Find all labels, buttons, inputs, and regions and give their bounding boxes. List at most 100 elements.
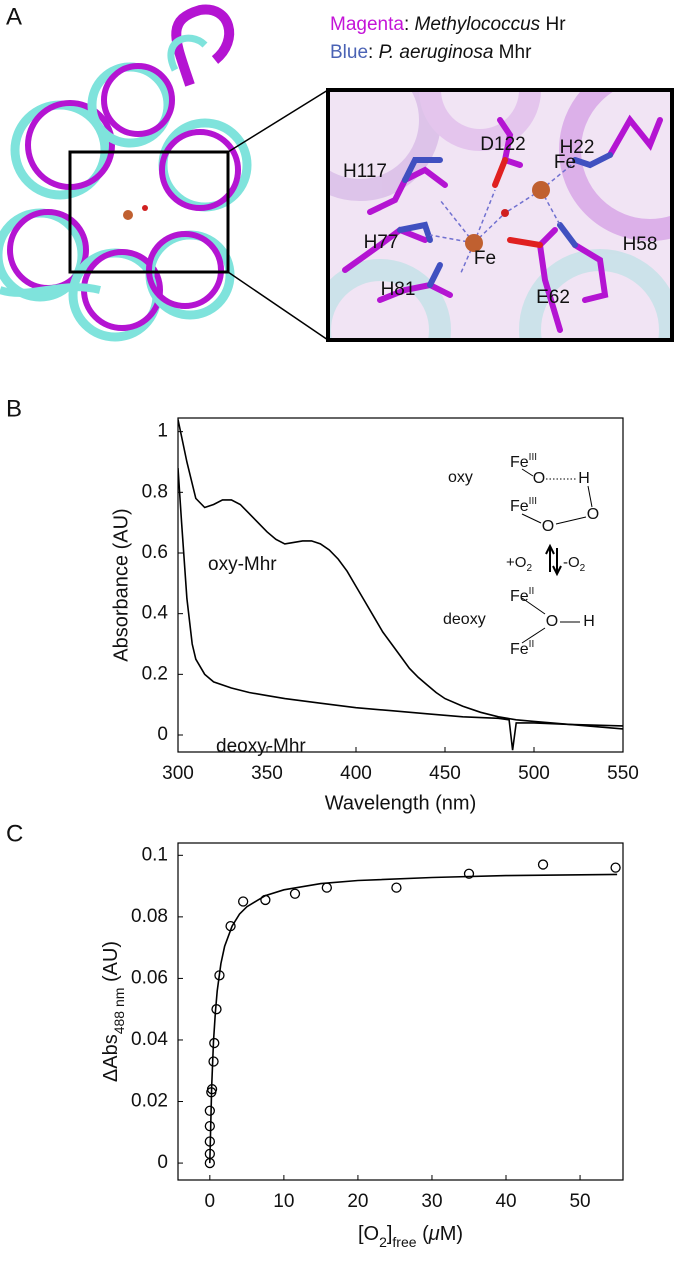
- text-part: 488 nm: [111, 988, 127, 1035]
- residue: [507, 237, 543, 248]
- residue: [572, 152, 613, 169]
- legend-entry: Blue: P. aeruginosa Mhr: [330, 42, 532, 63]
- residue: [342, 226, 428, 273]
- scheme-state: deoxy: [443, 611, 486, 628]
- text-part: ΔAbs: [100, 1034, 122, 1082]
- text-part: III: [529, 496, 537, 507]
- panel-label: C: [6, 820, 23, 847]
- text-part: :: [404, 14, 415, 35]
- data-point: [214, 970, 225, 981]
- plot-area: [178, 419, 623, 751]
- text-part: -O: [563, 554, 580, 571]
- data-point: [289, 888, 301, 899]
- text-part: Fe: [510, 588, 529, 605]
- data-point: [238, 896, 249, 907]
- text-part: II: [529, 586, 535, 597]
- residue: [572, 242, 609, 303]
- text-part: Mhr: [493, 42, 532, 63]
- scheme-arrow-label: +O2: [506, 554, 532, 574]
- text-part: ]: [387, 1223, 393, 1245]
- y-tick-label: 0.4: [142, 603, 169, 624]
- fit-line: [209, 873, 618, 1164]
- text-part: :: [368, 42, 379, 63]
- data-point: [225, 920, 236, 932]
- scheme-atom: FeII: [510, 586, 534, 605]
- scheme-arrow: [545, 543, 562, 577]
- plot-frame: [177, 417, 624, 753]
- helix: [158, 118, 252, 212]
- residue: [397, 221, 433, 243]
- data-point: [537, 859, 549, 870]
- text-part: Fe: [510, 641, 529, 658]
- scheme-atom: H: [578, 470, 590, 487]
- bond: [473, 189, 496, 244]
- text-part: free: [392, 1234, 416, 1250]
- data-point: [208, 1056, 219, 1067]
- panel-label: B: [6, 395, 22, 422]
- text-part: (AU): [100, 941, 122, 988]
- data-point: [610, 862, 621, 873]
- residue: [607, 114, 663, 158]
- data-point: [391, 882, 402, 893]
- residue-label: H58: [623, 234, 658, 255]
- y-tick-label: 0.2: [142, 663, 168, 684]
- iron: [465, 234, 483, 252]
- text-part: Magenta: [330, 14, 404, 35]
- y-axis-label: ΔAbs488 nm (AU): [100, 941, 126, 1082]
- zoom-box: [68, 150, 230, 274]
- y-tick-label: 0.02: [131, 1091, 168, 1112]
- residue: [536, 227, 563, 333]
- helix: [419, 90, 541, 151]
- x-tick-label: 40: [495, 1191, 516, 1212]
- x-tick-label: 50: [569, 1191, 590, 1212]
- data-point: [209, 1037, 220, 1049]
- text-part: Methylococcus: [415, 14, 541, 35]
- data-point: [206, 1084, 218, 1095]
- text-part: +O: [506, 554, 526, 571]
- scheme-bond: [521, 597, 546, 615]
- x-tick-label: 350: [251, 763, 283, 784]
- text-part: III: [529, 452, 537, 463]
- x-tick-label: 300: [162, 763, 194, 784]
- y-tick-label: 0: [157, 724, 168, 745]
- data-point: [211, 1004, 222, 1015]
- residue: [402, 157, 443, 183]
- residue-label: H117: [343, 161, 387, 182]
- oxygen: [501, 209, 509, 217]
- text-part: Fe: [510, 498, 529, 515]
- x-tick-label: 10: [273, 1191, 294, 1212]
- data-point: [204, 1148, 215, 1159]
- data-point: [204, 1105, 215, 1116]
- data-point: [204, 1136, 215, 1147]
- scheme-atom: O: [542, 518, 554, 535]
- text-part: Fe: [510, 454, 529, 471]
- x-axis-label: Wavelength (nm): [325, 792, 477, 814]
- text-part: (: [417, 1223, 430, 1245]
- residue: [427, 262, 443, 288]
- x-tick-label: 0: [205, 1191, 216, 1212]
- loop: [167, 34, 208, 72]
- residue-label: D122: [480, 134, 525, 155]
- text-part: II: [529, 639, 535, 650]
- data-point: [321, 882, 332, 893]
- loop: [0, 283, 101, 297]
- scheme-atom: FeII: [510, 639, 534, 658]
- panel-label: A: [6, 3, 22, 30]
- residue-label: H22: [560, 137, 595, 158]
- zoom-line: [227, 271, 329, 341]
- scheme-bond: [555, 516, 587, 525]
- scheme-bond: [521, 627, 546, 644]
- helix: [146, 231, 224, 309]
- spectrum-line: [178, 419, 623, 730]
- residue-label: E62: [536, 287, 570, 308]
- helix: [101, 63, 175, 137]
- scheme-arrow-label: -O2: [563, 554, 586, 574]
- data-point: [260, 894, 271, 906]
- series-label: deoxy-Mhr: [216, 736, 306, 757]
- x-tick-label: 400: [340, 763, 372, 784]
- data-point: [463, 868, 475, 879]
- helix: [559, 90, 672, 241]
- x-tick-label: 550: [607, 763, 639, 784]
- spectrum-line: [178, 468, 623, 751]
